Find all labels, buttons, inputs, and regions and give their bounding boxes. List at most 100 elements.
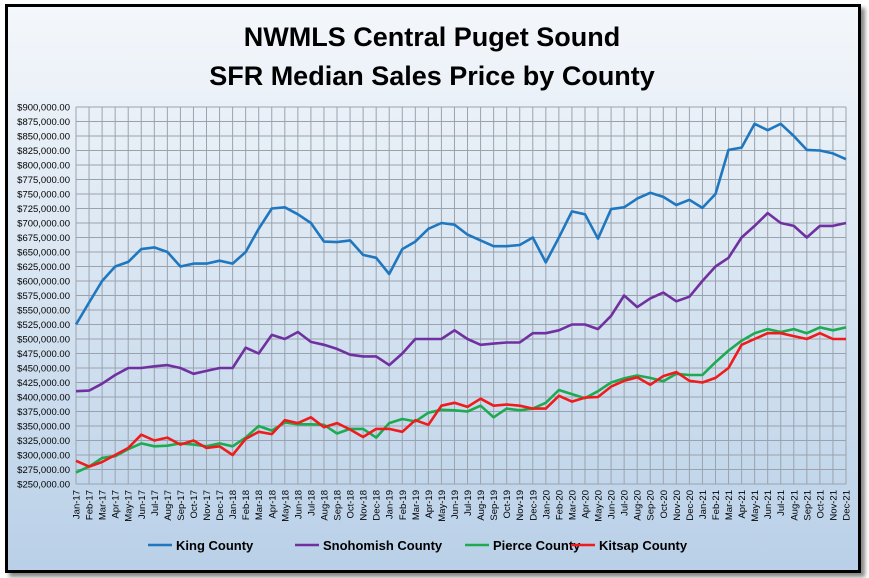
chart-frame — [5, 4, 861, 573]
x-tick-label: Dec-18 — [372, 490, 383, 521]
y-tick-label: $525,000.00 — [17, 320, 70, 331]
x-tick-label: Mar-21 — [724, 490, 735, 520]
x-tick-label: Jun-18 — [293, 490, 304, 519]
x-tick-label: May-18 — [280, 490, 291, 522]
chart-subtitle: SFR Median Sales Price by County — [209, 61, 655, 91]
y-tick-label: $725,000.00 — [17, 204, 70, 215]
x-tick-label: Apr-19 — [424, 490, 435, 519]
x-tick-label: May-21 — [750, 490, 761, 522]
x-tick-label: Apr-20 — [580, 490, 591, 519]
x-tick-label: Nov-21 — [828, 490, 839, 521]
y-tick-label: $375,000.00 — [17, 407, 70, 418]
x-tick-label: Jun-17 — [137, 490, 148, 519]
y-tick-label: $825,000.00 — [17, 146, 70, 157]
y-tick-label: $500,000.00 — [17, 335, 70, 346]
x-tick-label: Jun-19 — [450, 490, 461, 519]
x-tick-label: Feb-17 — [85, 490, 96, 520]
x-tick-label: Jul-17 — [150, 490, 161, 516]
series-line-pierce-county — [75, 326, 847, 474]
x-tick-label: Feb-20 — [554, 490, 565, 520]
legend-label: Pierce County — [493, 538, 581, 553]
y-tick-label: $450,000.00 — [17, 364, 70, 375]
x-tick-label: Mar-17 — [98, 490, 109, 520]
y-tick-label: $600,000.00 — [17, 277, 70, 288]
x-tick-label: Oct-17 — [189, 490, 200, 519]
x-tick-label: Aug-21 — [789, 490, 800, 521]
series-line-king-county — [74, 122, 847, 326]
x-tick-label: Aug-20 — [633, 490, 644, 521]
x-tick-label: Dec-19 — [528, 490, 539, 521]
x-tick-label: Sep-21 — [802, 490, 813, 521]
series-line-kitsap-county — [75, 331, 846, 468]
x-tick-label: Apr-21 — [737, 490, 748, 519]
x-tick-label: Oct-20 — [659, 490, 670, 519]
x-tick-label: Dec-20 — [685, 490, 696, 521]
y-tick-label: $875,000.00 — [17, 117, 70, 128]
x-tick-label: Oct-19 — [502, 490, 513, 519]
y-tick-label: $300,000.00 — [17, 451, 70, 462]
y-tick-label: $750,000.00 — [17, 190, 70, 201]
x-tick-label: Aug-17 — [163, 490, 174, 521]
x-tick-label: Mar-18 — [254, 490, 265, 520]
x-tick-label: Jul-18 — [306, 490, 317, 516]
x-tick-label: Jul-19 — [463, 490, 474, 516]
x-tick-label: Jan-17 — [72, 490, 83, 519]
x-tick-label: Mar-20 — [567, 490, 578, 520]
grid — [75, 106, 847, 485]
y-tick-label: $625,000.00 — [17, 262, 70, 273]
x-tick-label: Feb-19 — [398, 490, 409, 520]
x-tick-label: Dec-17 — [215, 490, 226, 521]
legend: King County Snohomish County Pierce County… — [148, 538, 688, 553]
y-tick-label: $425,000.00 — [17, 378, 70, 389]
x-tick-label: Feb-21 — [711, 490, 722, 520]
x-tick-label: Dec-21 — [842, 490, 853, 521]
x-tick-label: May-20 — [594, 490, 605, 522]
x-tick-label: Feb-18 — [241, 490, 252, 520]
x-tick-label: Jul-21 — [776, 490, 787, 516]
x-tick-label: Nov-20 — [672, 490, 683, 521]
x-tick-label: Nov-19 — [515, 490, 526, 521]
series-line-snohomish-county — [75, 211, 847, 393]
legend-label: Kitsap County — [599, 538, 688, 553]
y-tick-label: $350,000.00 — [17, 422, 70, 433]
x-tick-label: Aug-18 — [319, 490, 330, 521]
y-tick-label: $775,000.00 — [17, 175, 70, 186]
x-tick-label: Jan-19 — [385, 490, 396, 519]
x-tick-label: May-17 — [124, 490, 135, 522]
y-tick-label: $650,000.00 — [17, 248, 70, 259]
x-tick-label: May-19 — [437, 490, 448, 522]
legend-label: Snohomish County — [323, 538, 443, 553]
x-tick-label: Nov-18 — [359, 490, 370, 521]
x-tick-label: Sep-19 — [489, 490, 500, 521]
x-tick-label: Jul-20 — [620, 490, 631, 516]
x-tick-label: Jun-20 — [607, 490, 618, 519]
x-tick-label: Apr-18 — [267, 490, 278, 519]
series-lines — [74, 122, 847, 474]
x-tick-label: Oct-21 — [815, 490, 826, 519]
x-axis: Jan-17 Feb-17 Mar-17 Apr-17 May-17 Jun-17 Jul-… — [72, 490, 853, 522]
y-tick-label: $675,000.00 — [17, 233, 70, 244]
x-tick-label: Sep-20 — [646, 490, 657, 521]
x-tick-label: Jan-20 — [541, 490, 552, 519]
y-tick-label: $800,000.00 — [17, 161, 70, 172]
legend-label: King County — [176, 538, 254, 553]
y-tick-label: $900,000.00 — [17, 103, 70, 114]
y-tick-label: $475,000.00 — [17, 349, 70, 360]
y-tick-label: $250,000.00 — [17, 480, 70, 491]
y-tick-label: $400,000.00 — [17, 393, 70, 404]
x-tick-label: Jan-18 — [228, 490, 239, 519]
chart-title: NWMLS Central Puget Sound — [244, 22, 620, 52]
y-tick-label: $700,000.00 — [17, 219, 70, 230]
x-tick-label: Nov-17 — [202, 490, 213, 521]
y-tick-label: $275,000.00 — [17, 465, 70, 476]
x-tick-label: Sep-17 — [176, 490, 187, 521]
x-tick-label: Jun-21 — [763, 490, 774, 519]
x-tick-label: Sep-18 — [333, 490, 344, 521]
y-tick-label: $325,000.00 — [17, 436, 70, 447]
y-tick-label: $575,000.00 — [17, 291, 70, 302]
y-tick-label: $850,000.00 — [17, 132, 70, 143]
y-tick-label: $550,000.00 — [17, 306, 70, 317]
x-tick-label: Oct-18 — [346, 490, 357, 519]
x-tick-label: Jan-21 — [698, 490, 709, 519]
x-tick-label: Mar-19 — [411, 490, 422, 520]
